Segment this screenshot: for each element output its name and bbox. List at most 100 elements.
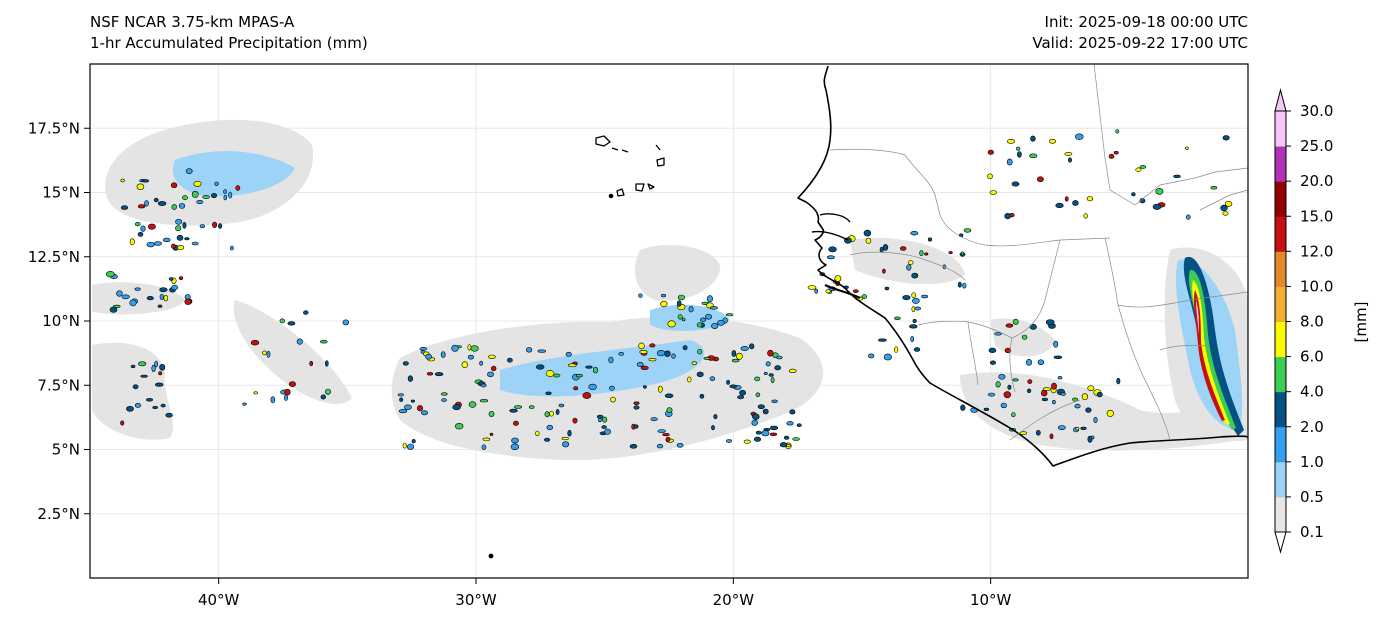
precip-cell bbox=[726, 379, 731, 385]
precip-cell bbox=[420, 410, 428, 416]
precip-cell bbox=[398, 409, 408, 414]
precip-cell bbox=[752, 413, 760, 421]
precip-cell bbox=[807, 285, 817, 290]
precip-cell bbox=[1086, 196, 1094, 202]
precip-cell bbox=[709, 376, 716, 382]
precip-cell bbox=[562, 441, 570, 448]
precip-cell bbox=[137, 231, 144, 237]
precip-cell bbox=[1037, 359, 1045, 366]
precip-cell bbox=[488, 354, 496, 359]
precip-cell bbox=[604, 428, 611, 435]
precip-cell bbox=[228, 191, 233, 199]
precip-cell bbox=[667, 320, 676, 328]
precip-cell bbox=[567, 429, 572, 437]
precip-cell bbox=[1000, 402, 1007, 409]
precip-cell bbox=[687, 376, 692, 383]
valid-time: Valid: 2025-09-22 17:00 UTC bbox=[1032, 34, 1248, 52]
precip-cell bbox=[309, 360, 314, 367]
colorbar-extend-min bbox=[1274, 531, 1287, 554]
lon-tick-label: 10°W bbox=[970, 591, 1012, 609]
precip-cell bbox=[196, 200, 204, 205]
precip-cell bbox=[1185, 146, 1189, 150]
precip-cell bbox=[129, 299, 137, 307]
precip-cell bbox=[1139, 165, 1147, 169]
precip-cell bbox=[1131, 192, 1136, 197]
precip-cell bbox=[491, 365, 497, 372]
precip-cell bbox=[120, 420, 125, 426]
precip-cell bbox=[662, 433, 670, 437]
precip-cell bbox=[284, 388, 291, 396]
precip-cell bbox=[910, 336, 915, 343]
precip-cell bbox=[769, 425, 779, 431]
precip-cell bbox=[737, 395, 745, 400]
precip-cell bbox=[664, 350, 671, 357]
precip-cell bbox=[731, 358, 740, 363]
precip-cell bbox=[753, 436, 762, 442]
precip-cell bbox=[320, 340, 328, 344]
precip-cell bbox=[140, 225, 146, 232]
precip-cell bbox=[610, 396, 616, 403]
precip-cell bbox=[544, 411, 550, 418]
precip-cell bbox=[270, 396, 276, 404]
precip-cell bbox=[786, 421, 794, 426]
precip-cell bbox=[893, 346, 899, 353]
precip-cell bbox=[157, 304, 163, 308]
precip-cell bbox=[1074, 403, 1081, 409]
precip-cell bbox=[636, 361, 644, 367]
precip-cell bbox=[1220, 204, 1228, 212]
precip-cell bbox=[763, 427, 771, 431]
country-borders bbox=[829, 64, 1248, 441]
precip-cell bbox=[434, 372, 444, 377]
precip-cell bbox=[1186, 214, 1191, 220]
precip-cell bbox=[514, 405, 523, 409]
precip-cell bbox=[717, 319, 725, 326]
precip-cell bbox=[159, 287, 168, 293]
precip-cell bbox=[116, 290, 123, 297]
precip-cell bbox=[1106, 409, 1114, 417]
precip-cell bbox=[1004, 213, 1012, 220]
precip-cell bbox=[660, 300, 668, 308]
precip-cell bbox=[1096, 392, 1103, 398]
precip-cell bbox=[703, 356, 711, 360]
precip-cell bbox=[792, 437, 800, 441]
precip-cell bbox=[774, 365, 782, 371]
precip-cell bbox=[879, 246, 884, 253]
precip-cell bbox=[120, 205, 129, 210]
precip-cell bbox=[191, 190, 199, 198]
precip-cell bbox=[665, 436, 671, 442]
map-panel bbox=[90, 64, 1248, 578]
precip-cell bbox=[1029, 153, 1038, 159]
colorbar-segment bbox=[1275, 426, 1286, 463]
precip-cell bbox=[451, 344, 459, 352]
precip-cell bbox=[676, 442, 684, 448]
precip-cell bbox=[769, 432, 778, 436]
precip-cell bbox=[177, 245, 185, 251]
precip-cell bbox=[157, 201, 167, 206]
precip-cell bbox=[160, 403, 166, 408]
precip-cell bbox=[324, 360, 329, 367]
precip-cell bbox=[582, 392, 592, 399]
precip-cell bbox=[121, 294, 130, 300]
precip-cell bbox=[726, 439, 732, 443]
longitude-axis: 40°W 30°W 20°W 10°W bbox=[198, 578, 1012, 609]
precip-cell bbox=[555, 408, 560, 415]
precip-cell bbox=[1035, 429, 1041, 436]
precip-cell bbox=[132, 384, 139, 390]
precip-cell bbox=[130, 364, 136, 369]
precip-cell bbox=[1012, 378, 1019, 382]
precip-cell bbox=[711, 425, 715, 431]
precip-cell bbox=[567, 363, 577, 368]
precip-cell bbox=[983, 407, 990, 412]
precip-cell bbox=[921, 294, 928, 299]
precip-cell bbox=[513, 420, 519, 426]
precip-cell bbox=[546, 424, 553, 431]
precip-cell bbox=[908, 260, 914, 265]
lon-tick-label: 20°W bbox=[713, 591, 755, 609]
precip-cell bbox=[535, 430, 540, 437]
precip-cell bbox=[868, 353, 875, 359]
precip-cell bbox=[140, 374, 148, 378]
precip-cell bbox=[911, 292, 917, 299]
precip-cell bbox=[452, 404, 461, 411]
colorbar-tick-label: 25.0 bbox=[1300, 137, 1333, 155]
precip-cell bbox=[1021, 334, 1028, 340]
